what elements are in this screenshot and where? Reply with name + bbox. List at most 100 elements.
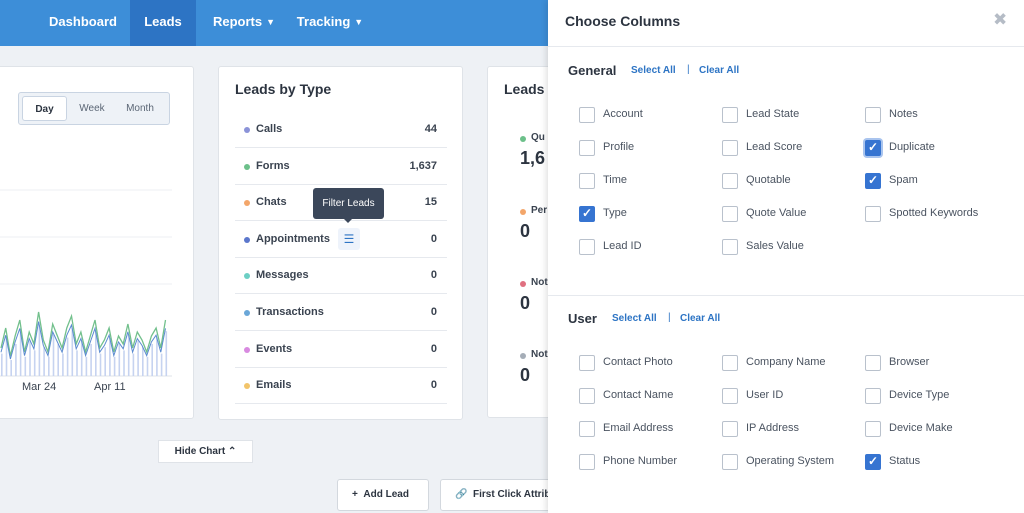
chart-bar xyxy=(123,350,125,376)
type-count: 0 xyxy=(430,269,437,282)
chart-bar xyxy=(19,331,22,376)
checkbox-icon[interactable] xyxy=(579,388,595,404)
checkbox-icon[interactable] xyxy=(722,239,738,255)
type-dot xyxy=(244,383,250,390)
status-dot xyxy=(520,353,526,359)
range-week[interactable]: Week xyxy=(79,103,105,114)
lead-type-row-transactions[interactable]: Transactions 0 xyxy=(235,295,447,331)
chart-bar xyxy=(48,356,50,376)
type-dot xyxy=(244,200,250,207)
status-value: 1,6 xyxy=(520,148,546,168)
chevron-up-icon: ⌃ xyxy=(227,446,237,457)
chart-bar xyxy=(57,344,59,376)
add-lead-button[interactable]: + Add Lead xyxy=(337,479,429,511)
hide-chart-button[interactable]: Hide Chart ⌃ xyxy=(158,440,253,463)
general-clear-all-link[interactable]: Clear All xyxy=(699,65,740,76)
user-clear-all-link[interactable]: Clear All xyxy=(680,313,721,324)
checkbox-icon[interactable] xyxy=(865,107,881,123)
add-lead-label: Add Lead xyxy=(363,489,409,500)
lead-type-row-forms[interactable]: Forms 1,637 xyxy=(235,149,447,185)
checkbox-icon[interactable] xyxy=(722,388,738,404)
type-label: Emails xyxy=(256,379,292,392)
chart-bar xyxy=(99,353,102,376)
checkbox-icon[interactable] xyxy=(722,140,738,156)
nav-reports[interactable]: Reports ▼ xyxy=(204,0,284,46)
checkbox-icon[interactable] xyxy=(579,454,595,470)
option-label: Contact Photo xyxy=(603,356,673,368)
type-count: 1,637 xyxy=(409,159,437,172)
type-label: Events xyxy=(256,342,293,355)
checkbox-icon[interactable] xyxy=(579,173,595,189)
checkbox-checked-icon[interactable] xyxy=(579,206,595,222)
range-day[interactable]: Day xyxy=(22,96,67,121)
checkbox-icon[interactable] xyxy=(865,206,881,222)
checkbox-checked-icon[interactable] xyxy=(865,454,881,470)
chart-bar xyxy=(29,340,31,376)
chart-bar xyxy=(165,331,168,376)
leads-status-card xyxy=(487,66,557,418)
nav-dashboard[interactable]: Dashboard xyxy=(49,14,117,29)
option-label: Lead Score xyxy=(746,141,803,153)
status-dot xyxy=(520,281,526,287)
first-click-attribution-button[interactable]: 🔗 First Click Attrib xyxy=(440,479,560,511)
option-label: IP Address xyxy=(746,422,799,434)
checkbox-icon[interactable] xyxy=(865,388,881,404)
top-nav: Dashboard Leads Reports ▼ Tracking ▼ xyxy=(0,0,548,46)
checkbox-checked-icon[interactable] xyxy=(865,173,881,189)
chart-bar xyxy=(1,353,3,376)
chart-bar xyxy=(5,337,8,376)
close-icon[interactable]: ✖ xyxy=(993,10,1008,29)
checkbox-checked-icon[interactable] xyxy=(865,140,881,156)
status-dot xyxy=(520,136,526,142)
status-dot xyxy=(520,209,526,215)
option-label: Spotted Keywords xyxy=(889,207,979,219)
range-month[interactable]: Month xyxy=(126,103,154,114)
leads-chart xyxy=(0,189,172,377)
checkbox-icon[interactable] xyxy=(722,206,738,222)
option-label: Operating System xyxy=(746,455,835,467)
checkbox-icon[interactable] xyxy=(722,355,738,371)
lead-type-row-appointments[interactable]: Appointments 0 xyxy=(235,222,447,258)
type-dot xyxy=(244,346,250,353)
option-label: Email Address xyxy=(603,422,674,434)
checkbox-icon[interactable] xyxy=(865,421,881,437)
chart-bar xyxy=(146,356,149,376)
checkbox-icon[interactable] xyxy=(865,355,881,371)
option-label: Company Name xyxy=(746,356,826,368)
plus-icon: + xyxy=(352,489,358,500)
checkbox-icon[interactable] xyxy=(579,355,595,371)
type-count: 0 xyxy=(430,232,437,245)
nav-tracking[interactable]: Tracking ▼ xyxy=(292,0,368,46)
checkbox-icon[interactable] xyxy=(722,107,738,123)
chart-bar xyxy=(71,328,74,376)
leads-status-title: Leads xyxy=(504,81,545,97)
chart-bar xyxy=(113,356,116,376)
lead-type-row-calls[interactable]: Calls 44 xyxy=(235,112,447,148)
checkbox-icon[interactable] xyxy=(722,173,738,189)
divider xyxy=(548,46,1024,47)
lead-type-row-events[interactable]: Events 0 xyxy=(235,332,447,368)
type-count: 0 xyxy=(430,306,437,318)
chart-bar xyxy=(62,353,64,376)
lead-type-row-chats[interactable]: Chats 15 xyxy=(235,185,447,222)
chart-bar xyxy=(43,347,45,376)
choose-columns-panel: Choose Columns ✖ General Select All | Cl… xyxy=(548,0,1024,513)
nav-leads[interactable]: Leads xyxy=(130,0,196,46)
lead-type-row-messages[interactable]: Messages 0 xyxy=(235,258,447,295)
first-click-label: First Click Attrib xyxy=(473,489,551,500)
checkbox-icon[interactable] xyxy=(579,140,595,156)
checkbox-icon[interactable] xyxy=(722,454,738,470)
user-select-all-link[interactable]: Select All xyxy=(612,313,657,324)
type-count: 0 xyxy=(430,379,437,392)
checkbox-icon[interactable] xyxy=(579,107,595,123)
type-label: Forms xyxy=(256,159,290,172)
type-count: 44 xyxy=(424,123,437,135)
checkbox-icon[interactable] xyxy=(722,421,738,437)
chart-bar xyxy=(52,334,55,376)
checkbox-icon[interactable] xyxy=(579,421,595,437)
filter-list-icon[interactable]: ☰ xyxy=(338,228,360,250)
lead-type-row-emails[interactable]: Emails 0 xyxy=(235,368,447,405)
general-select-all-link[interactable]: Select All xyxy=(631,65,676,76)
option-label: Sales Value xyxy=(746,240,804,252)
checkbox-icon[interactable] xyxy=(579,239,595,255)
